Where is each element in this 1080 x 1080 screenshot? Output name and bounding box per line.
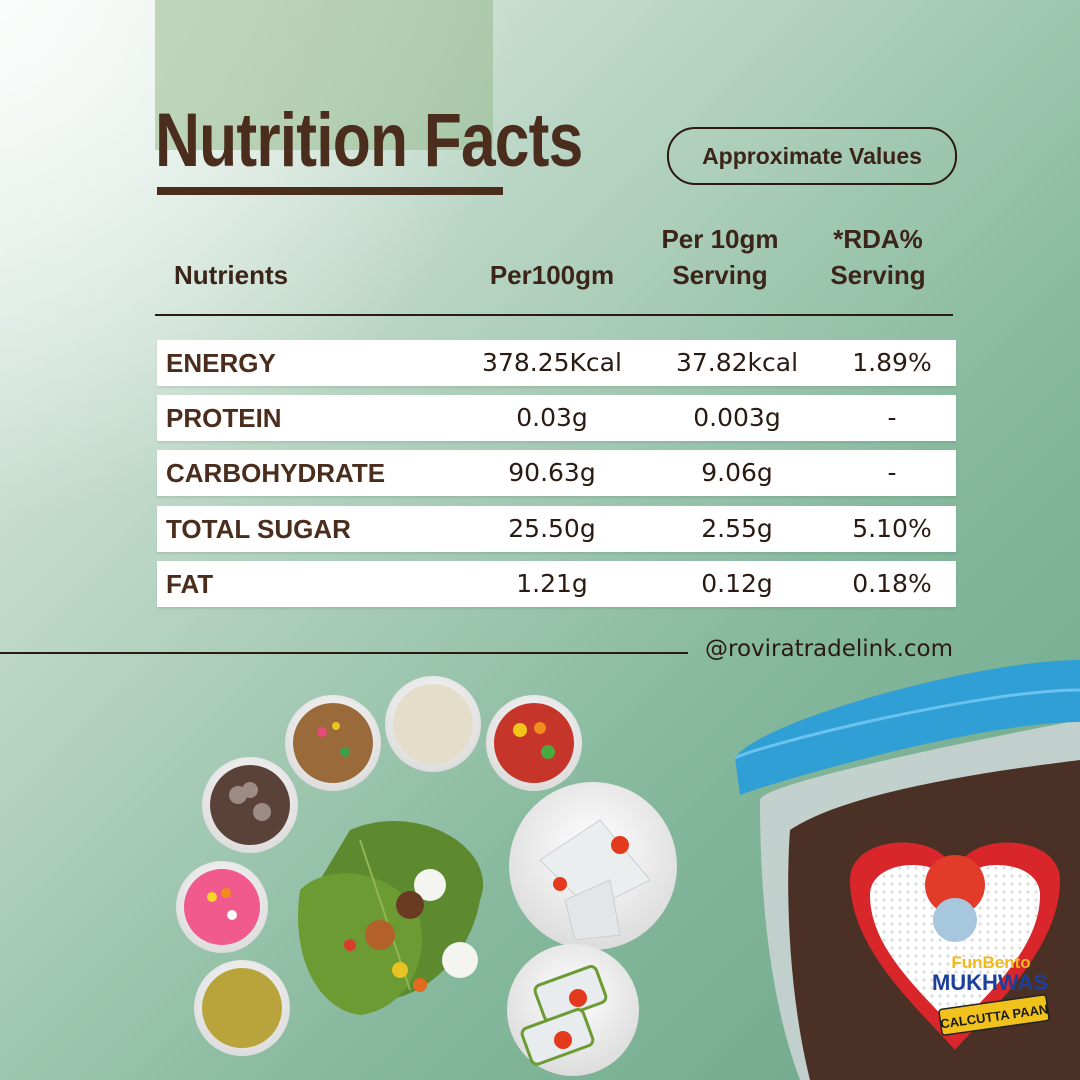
nutrient-name: ENERGY [166, 348, 276, 378]
header-per-10gm-line2: Serving [672, 260, 768, 290]
header-divider [155, 314, 953, 316]
approximate-values-badge: Approximate Values [667, 127, 957, 185]
bowl-colorful-saunf [176, 861, 268, 953]
value-per-10gm: 2.55g [701, 514, 773, 543]
title-backdrop-panel [155, 0, 493, 150]
website-handle: @roviratradelink.com [705, 636, 954, 662]
value-per-100gm: 0.03g [516, 403, 588, 432]
header-rda-line1: *RDA% [833, 224, 923, 254]
table-row: FAT 1.21g 0.12g 0.18% [157, 561, 956, 607]
value-rda: 1.89% [852, 348, 932, 377]
brand-heart-label: FunBento MUKHWAS CALCUTTA PAAN [850, 842, 1060, 1050]
header-per-10gm-serving: Per 10gm Serving [640, 221, 800, 293]
header-rda-line2: Serving [830, 260, 926, 290]
plate-paan-rolls [507, 944, 639, 1076]
value-per-10gm: 9.06g [701, 458, 773, 487]
bowl-mixed-mukhwas [285, 695, 381, 791]
table-row: CARBOHYDRATE 90.63g 9.06g - [157, 450, 956, 496]
value-per-100gm: 90.63g [508, 458, 596, 487]
header-nutrients: Nutrients [174, 260, 289, 290]
nutrient-name: TOTAL SUGAR [166, 514, 351, 544]
page-title: Nutrition Facts [155, 98, 583, 183]
footer-divider [0, 652, 688, 654]
title-underline [157, 187, 503, 195]
header-rda-serving: *RDA% Serving [808, 221, 948, 293]
value-rda: - [887, 458, 897, 487]
bowl-fennel-seeds [194, 960, 290, 1056]
nutrient-name: FAT [166, 569, 214, 599]
nutrient-name: CARBOHYDRATE [166, 458, 386, 488]
product-line-text: MUKHWAS [932, 970, 1048, 995]
value-rda: 5.10% [852, 514, 932, 543]
nutrient-name: PROTEIN [166, 403, 282, 433]
value-per-10gm: 0.003g [693, 403, 781, 432]
table-row: ENERGY 378.25Kcal 37.82kcal 1.89% [157, 340, 956, 386]
table-row: TOTAL SUGAR 25.50g 2.55g 5.10% [157, 506, 956, 552]
value-per-10gm: 37.82kcal [675, 348, 799, 377]
value-per-100gm: 1.21g [516, 569, 588, 598]
header-per-10gm-line1: Per 10gm [661, 224, 779, 254]
header-per-100gm: Per100gm [489, 260, 615, 290]
value-rda: - [887, 403, 897, 432]
table-row: PROTEIN 0.03g 0.003g - [157, 395, 956, 441]
betel-leaf-platter [298, 820, 484, 1015]
plate-silver-paan [509, 782, 677, 950]
value-per-100gm: 378.25Kcal [482, 348, 622, 377]
value-rda: 0.18% [852, 569, 932, 598]
value-per-10gm: 0.12g [701, 569, 773, 598]
brand-name-text: FunBento [951, 953, 1030, 972]
value-per-100gm: 25.50g [508, 514, 596, 543]
bowl-tutti-frutti [486, 695, 582, 791]
bowl-white-seeds [385, 676, 481, 772]
bowl-coated-balls [202, 757, 298, 853]
